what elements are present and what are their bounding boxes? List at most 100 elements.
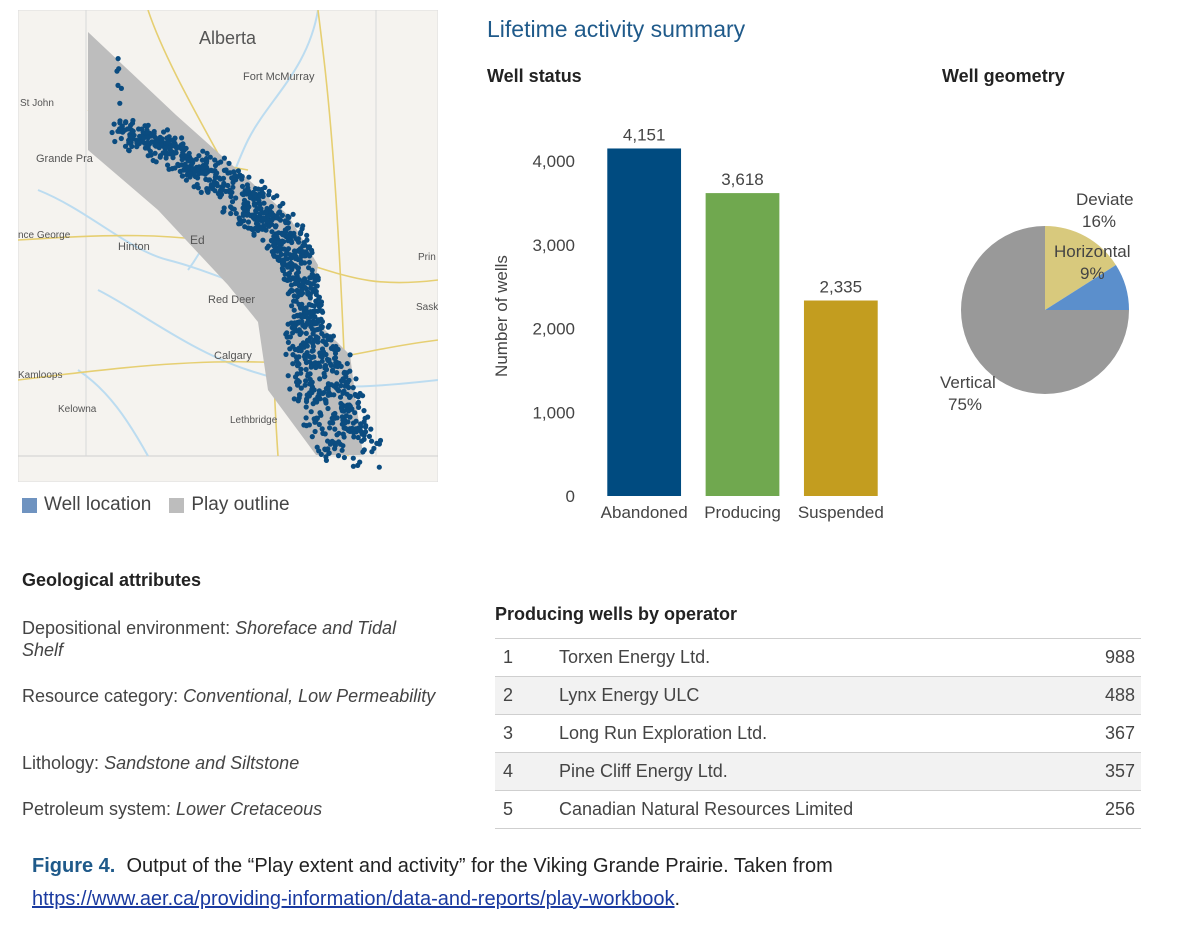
well-point: [283, 351, 289, 357]
well-point: [115, 82, 121, 88]
well-point: [325, 324, 331, 330]
well-geometry-pie-chart: Vertical 75% Deviate 16% Horizontal 9%: [940, 190, 1134, 414]
well-point: [340, 417, 346, 423]
well-point: [325, 392, 331, 398]
y-tick-label: 1,000: [532, 403, 575, 422]
well-point: [317, 376, 323, 382]
well-point: [199, 170, 205, 176]
well-point: [309, 272, 315, 278]
well-point: [361, 432, 367, 438]
well-point: [313, 298, 319, 304]
well-point: [306, 318, 312, 324]
well-point: [285, 264, 291, 270]
well-point: [310, 347, 316, 354]
well-point: [318, 451, 324, 457]
well-point: [300, 243, 306, 249]
well-point: [362, 415, 368, 421]
well-point: [289, 303, 295, 309]
well-point: [347, 393, 353, 399]
well-point: [241, 206, 247, 212]
well-point: [183, 145, 189, 151]
well-point: [289, 239, 295, 246]
well-point: [306, 353, 312, 359]
well-point: [305, 245, 311, 251]
caption-link[interactable]: https://www.aer.ca/providing-information…: [32, 888, 675, 910]
well-point: [309, 434, 315, 440]
pie-slice-horizontal: [1045, 264, 1129, 310]
well-point: [356, 404, 362, 410]
well-point: [299, 226, 305, 232]
well-point: [283, 331, 289, 337]
well-point: [350, 463, 356, 469]
well-point: [235, 168, 241, 174]
well-point: [216, 175, 222, 181]
well-point: [288, 260, 294, 266]
well-point: [230, 184, 236, 190]
well-point: [298, 366, 304, 372]
operator-wells: 367: [1077, 714, 1141, 753]
well-point: [145, 143, 151, 149]
well-point: [185, 165, 191, 171]
well-point: [295, 289, 301, 295]
producing-wells-by-operator-title: Producing wells by operator: [495, 604, 738, 624]
well-point: [295, 347, 302, 353]
well-point: [139, 126, 145, 132]
map-label-fort-mcmurray: Fort McMurray: [243, 71, 315, 83]
well-point: [316, 421, 322, 428]
well-point: [302, 352, 308, 358]
well-point: [233, 210, 239, 217]
well-point: [294, 222, 300, 228]
pie-label-name: Deviate: [1076, 190, 1134, 209]
well-point: [142, 123, 148, 129]
operator-rank: 4: [495, 752, 559, 791]
operator-wells: 988: [1077, 638, 1141, 677]
well-point: [276, 254, 282, 260]
well-point: [226, 160, 232, 166]
well-point: [318, 412, 324, 418]
well-point: [285, 213, 291, 219]
well-point: [205, 189, 211, 195]
well-point: [284, 249, 290, 255]
operator-rank: 5: [495, 790, 559, 829]
well-point: [296, 283, 302, 289]
well-point: [314, 283, 320, 289]
well-point: [291, 293, 297, 299]
table-row: 5 Canadian Natural Resources Limited 256: [495, 790, 1141, 829]
well-point: [339, 447, 345, 453]
well-point: [204, 150, 210, 156]
well-point: [350, 455, 356, 461]
well-point: [163, 155, 169, 161]
well-point: [147, 148, 153, 154]
well-point: [327, 425, 333, 431]
well-point: [255, 186, 261, 192]
well-point: [187, 170, 193, 176]
well-point: [288, 287, 294, 293]
well-point: [319, 426, 325, 432]
well-point: [129, 143, 135, 149]
well-point: [338, 363, 344, 369]
well-point: [313, 418, 319, 424]
well-point: [152, 150, 158, 156]
well-point: [300, 278, 306, 284]
well-point: [128, 122, 134, 128]
well-point: [180, 150, 186, 156]
well-point: [338, 378, 345, 384]
well-point: [306, 422, 312, 428]
well-point: [229, 189, 235, 195]
well-point: [303, 322, 309, 328]
y-axis-label: Number of wells: [492, 255, 511, 377]
well-point: [157, 134, 163, 140]
well-point: [122, 143, 129, 149]
well-point: [327, 420, 333, 426]
well-point: [303, 398, 310, 405]
pie-label-name: Horizontal: [1054, 242, 1131, 261]
well-point: [111, 121, 117, 127]
well-point: [200, 164, 206, 171]
well-point: [277, 245, 283, 251]
well-point: [309, 379, 315, 385]
well-point: [117, 126, 123, 132]
well-point: [179, 157, 185, 163]
well-point: [319, 308, 325, 314]
well-point: [290, 330, 296, 336]
geological-attributes-title: Geological attributes: [22, 570, 202, 590]
